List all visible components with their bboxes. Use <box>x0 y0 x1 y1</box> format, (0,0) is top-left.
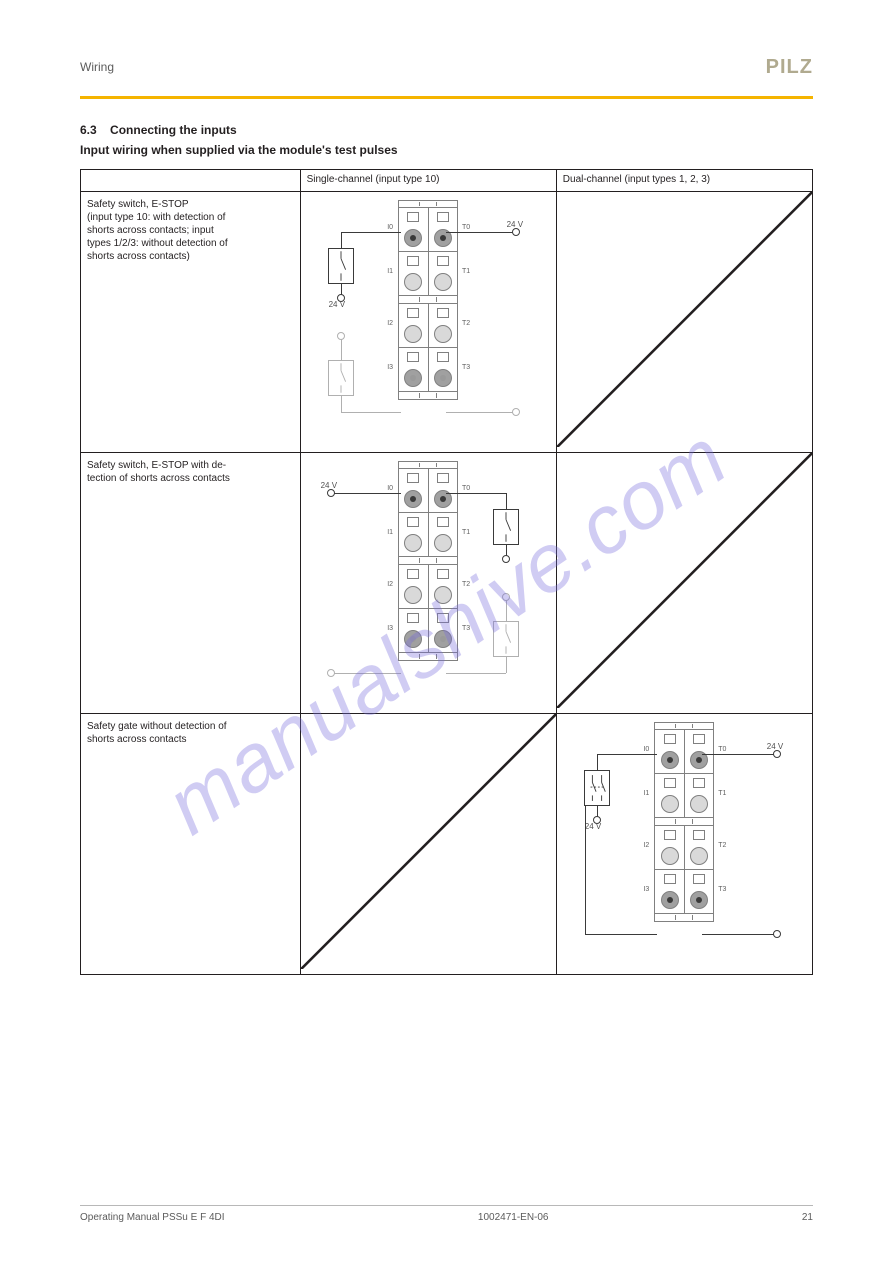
header-title: Wiring <box>80 60 114 74</box>
section-number: 6.3 <box>80 123 97 137</box>
table-row: Safety switch, E-STOP with de- tection o… <box>81 453 813 714</box>
page-footer: Operating Manual PSSu E F 4DI 1002471-EN… <box>80 1205 813 1223</box>
row-label-1: Safety switch, E-STOP (input type 10: wi… <box>87 198 228 263</box>
col-header-blank <box>81 170 301 192</box>
section-subtitle: Input wiring when supplied via the modul… <box>80 143 813 157</box>
diagram-r3-single-empty <box>301 714 556 974</box>
diagram-r2-dual-empty <box>557 453 812 713</box>
page-header: Wiring PILZ <box>80 60 813 90</box>
col-header-dual: Dual-channel (input types 1, 2, 3) <box>556 170 812 192</box>
row-label-2: Safety switch, E-STOP with de- tection o… <box>87 459 230 485</box>
footer-right-id: 1002471-EN-06 <box>478 1212 549 1223</box>
footer-page: 21 <box>802 1212 813 1223</box>
diagram-r1-dual-empty <box>557 192 812 452</box>
table-row: Safety switch, E-STOP (input type 10: wi… <box>81 192 813 453</box>
header-rule <box>80 96 813 99</box>
diagram-r3-dual: I0T0 I1T1 I2T2 I3T3 24 V <box>557 714 812 974</box>
col-header-single: Single-channel (input type 10) <box>300 170 556 192</box>
brand-logo: PILZ <box>766 56 813 79</box>
row-label-3: Safety gate without detection of shorts … <box>87 720 227 746</box>
footer-left: Operating Manual PSSu E F 4DI <box>80 1212 225 1223</box>
section-title: Connecting the inputs <box>110 123 237 137</box>
diagram-r1-single: I0T0 I1T1 I2T2 I3T3 24 V <box>301 192 556 452</box>
table-row: Safety gate without detection of shorts … <box>81 714 813 975</box>
wiring-table: Single-channel (input type 10) Dual-chan… <box>80 169 813 975</box>
diagram-r2-single: I0T0 I1T1 I2T2 I3T3 24 V <box>301 453 556 713</box>
section-headings: 6.3 Connecting the inputs Input wiring w… <box>80 123 813 157</box>
